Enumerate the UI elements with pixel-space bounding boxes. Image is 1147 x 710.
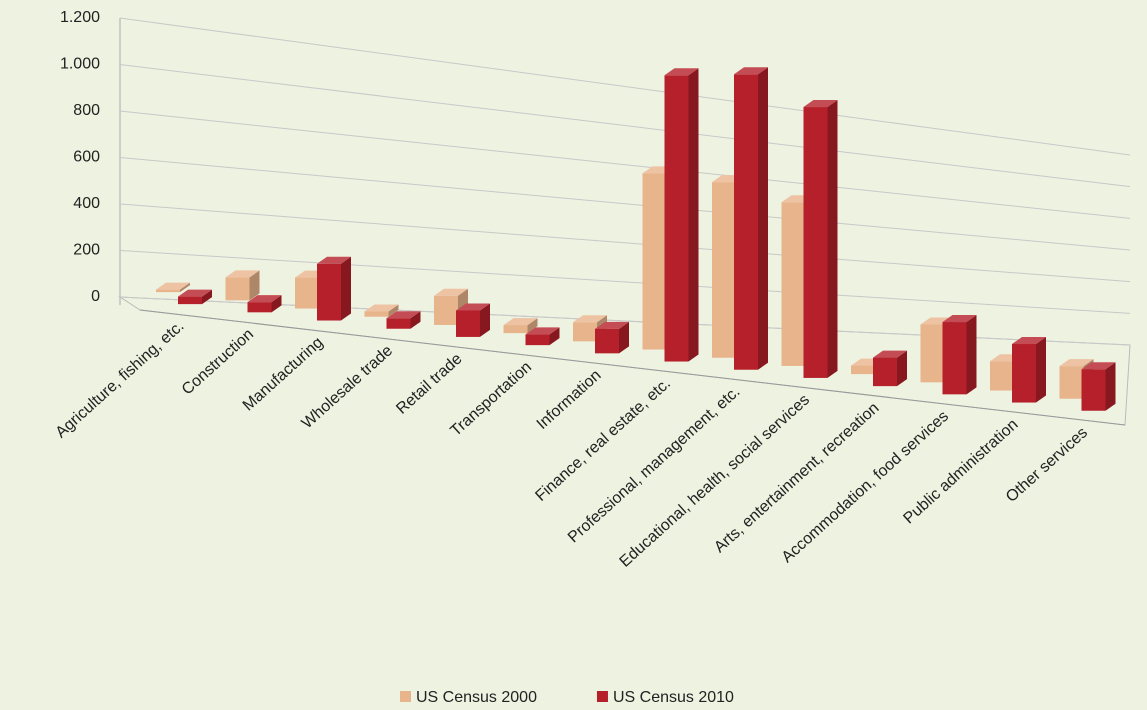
bar-top	[664, 68, 699, 76]
bar-top	[734, 67, 768, 75]
bar-top	[247, 295, 282, 303]
bar-side	[249, 270, 260, 301]
y-tick-label: 0	[91, 288, 100, 305]
x-tick-label: Accommodation, food services	[779, 408, 952, 566]
bar	[712, 182, 736, 358]
y-tick-label: 600	[73, 149, 100, 166]
x-tick-label: Information	[534, 367, 605, 433]
bar-top	[1059, 359, 1094, 367]
y-tick-label: 800	[73, 102, 100, 119]
bar-top	[225, 270, 260, 278]
bar-top	[434, 288, 468, 296]
bar	[920, 324, 945, 383]
bar	[781, 202, 806, 366]
bar-side	[180, 282, 190, 293]
bar-side	[388, 304, 399, 317]
bar-side	[480, 303, 490, 337]
bar	[1012, 344, 1036, 403]
x-tick-label: Transportation	[447, 359, 535, 440]
bar-side	[271, 295, 282, 313]
bar	[456, 310, 480, 337]
bar-side	[527, 318, 538, 334]
bar-top	[156, 282, 190, 290]
bar-top	[364, 304, 399, 312]
bar-top	[317, 256, 351, 264]
bar	[156, 289, 180, 293]
bar-side	[1036, 337, 1046, 403]
grid-line	[119, 110, 1131, 219]
y-tick-label: 1.200	[60, 9, 100, 26]
grid-line	[119, 157, 1131, 251]
grid-line	[119, 250, 1131, 314]
bar-side	[202, 289, 212, 305]
legend-swatch	[400, 691, 411, 702]
x-tick-label: Professional, management, etc.	[565, 383, 744, 546]
bar-side	[1105, 362, 1116, 411]
bar	[503, 325, 528, 334]
bar	[525, 334, 550, 346]
bar-top	[1081, 362, 1116, 370]
bar-top	[1012, 337, 1046, 345]
bar	[434, 295, 458, 325]
bar-top	[803, 100, 838, 108]
x-tick-label: Other services	[1003, 424, 1091, 506]
bar-side	[827, 100, 838, 378]
bar-side	[619, 321, 629, 354]
bar-top	[595, 321, 629, 329]
bar	[225, 277, 250, 301]
legend-swatch	[596, 691, 608, 702]
bar-side	[688, 68, 699, 362]
bar-side	[758, 67, 768, 370]
bar-top	[386, 311, 421, 319]
bar	[1081, 369, 1106, 411]
bar	[178, 296, 202, 305]
bar	[595, 328, 619, 354]
bar-top	[503, 318, 538, 326]
bar	[1059, 366, 1084, 399]
y-tick-label: 400	[73, 195, 100, 212]
bar-top	[942, 315, 977, 323]
bar	[873, 357, 897, 387]
bar-side	[897, 350, 907, 387]
bar-side	[341, 256, 351, 321]
bar	[990, 361, 1014, 391]
bar	[803, 107, 828, 378]
bar-side	[549, 327, 560, 346]
bar	[317, 263, 341, 321]
x-tick-label: Agriculture, fishing, etc.	[53, 318, 188, 442]
bar	[295, 277, 319, 309]
grid-line	[119, 17, 1131, 156]
floor	[118, 296, 1131, 426]
bar-top	[178, 289, 212, 297]
x-tick-label: Construction	[179, 326, 257, 399]
bar-top	[873, 350, 907, 358]
bar	[664, 75, 689, 362]
y-tick-label: 200	[73, 242, 100, 259]
bar-top	[573, 315, 607, 323]
x-tick-label: Arts, entertainment, recreation	[711, 400, 882, 557]
x-tick-label: Retail trade	[393, 350, 465, 417]
bar	[364, 311, 389, 317]
bar	[573, 322, 597, 342]
bar	[734, 74, 758, 370]
bar	[942, 322, 967, 395]
bar-side	[966, 315, 977, 395]
x-tick-label: Manufacturing	[240, 334, 327, 414]
bar	[247, 302, 272, 313]
bar	[851, 365, 875, 375]
bar-top	[525, 327, 560, 335]
y-tick-label: 1.000	[60, 56, 100, 73]
x-axis	[139, 309, 1126, 426]
bar	[642, 173, 667, 350]
legend-label: US Census 2000	[416, 689, 537, 706]
bar	[386, 318, 411, 329]
bar-top	[456, 303, 490, 311]
bar-side	[410, 311, 421, 329]
x-tick-label: Finance, real estate, etc.	[532, 375, 674, 505]
grid-line	[119, 203, 1131, 283]
legend-label: US Census 2010	[613, 689, 734, 706]
grid-line	[119, 64, 1131, 188]
